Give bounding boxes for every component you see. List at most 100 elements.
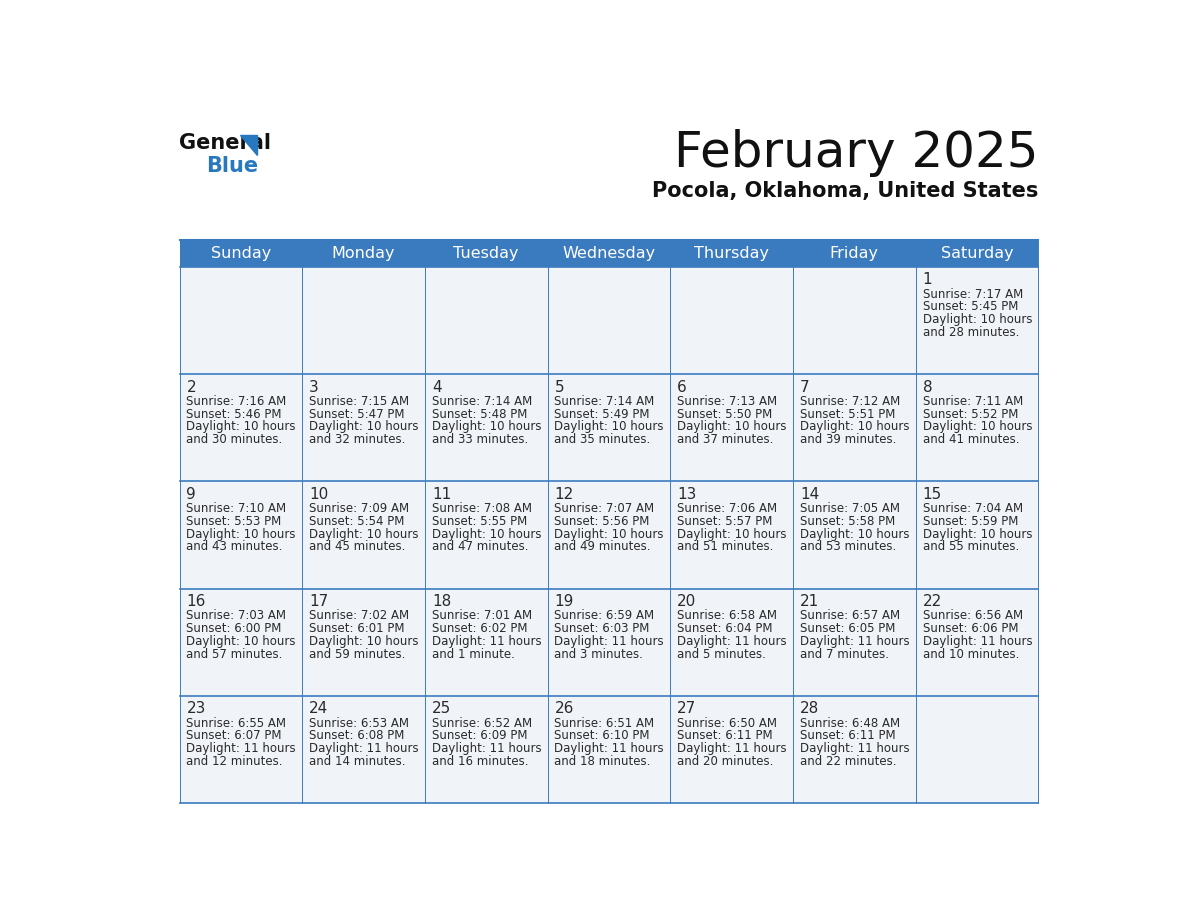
- Text: Sunrise: 7:08 AM: Sunrise: 7:08 AM: [431, 502, 532, 515]
- Text: 3: 3: [309, 379, 318, 395]
- Text: Sunrise: 6:56 AM: Sunrise: 6:56 AM: [923, 610, 1023, 622]
- Text: and 51 minutes.: and 51 minutes.: [677, 541, 773, 554]
- Text: Sunrise: 7:12 AM: Sunrise: 7:12 AM: [800, 395, 901, 408]
- Bar: [425, 588, 548, 696]
- Text: Daylight: 11 hours: Daylight: 11 hours: [555, 742, 664, 756]
- Text: Daylight: 10 hours: Daylight: 10 hours: [431, 528, 542, 541]
- Text: Daylight: 10 hours: Daylight: 10 hours: [309, 420, 418, 433]
- Text: Sunset: 6:01 PM: Sunset: 6:01 PM: [309, 622, 405, 635]
- Text: Sunset: 5:47 PM: Sunset: 5:47 PM: [309, 408, 405, 420]
- Text: and 3 minutes.: and 3 minutes.: [555, 647, 644, 661]
- Text: Daylight: 11 hours: Daylight: 11 hours: [800, 742, 910, 756]
- Text: Daylight: 11 hours: Daylight: 11 hours: [555, 635, 664, 648]
- Text: Sunset: 5:53 PM: Sunset: 5:53 PM: [187, 515, 282, 528]
- Text: Sunrise: 7:05 AM: Sunrise: 7:05 AM: [800, 502, 899, 515]
- Text: Daylight: 11 hours: Daylight: 11 hours: [923, 635, 1032, 648]
- Text: Sunset: 6:09 PM: Sunset: 6:09 PM: [431, 730, 527, 743]
- Text: Sunset: 6:00 PM: Sunset: 6:00 PM: [187, 622, 282, 635]
- Text: and 1 minute.: and 1 minute.: [431, 647, 514, 661]
- Text: 20: 20: [677, 594, 696, 609]
- Text: Daylight: 11 hours: Daylight: 11 hours: [800, 635, 910, 648]
- Text: Sunset: 6:03 PM: Sunset: 6:03 PM: [555, 622, 650, 635]
- Text: 25: 25: [431, 701, 451, 716]
- Text: Sunset: 5:58 PM: Sunset: 5:58 PM: [800, 515, 895, 528]
- Text: Sunrise: 6:55 AM: Sunrise: 6:55 AM: [187, 717, 286, 730]
- Text: 28: 28: [800, 701, 819, 716]
- Text: Saturday: Saturday: [941, 246, 1013, 261]
- Text: Sunrise: 7:01 AM: Sunrise: 7:01 AM: [431, 610, 532, 622]
- Text: and 12 minutes.: and 12 minutes.: [187, 755, 283, 767]
- Text: Sunrise: 7:10 AM: Sunrise: 7:10 AM: [187, 502, 286, 515]
- Text: and 5 minutes.: and 5 minutes.: [677, 647, 766, 661]
- Text: Sunset: 6:04 PM: Sunset: 6:04 PM: [677, 622, 772, 635]
- Text: 16: 16: [187, 594, 206, 609]
- Text: and 18 minutes.: and 18 minutes.: [555, 755, 651, 767]
- Text: Daylight: 10 hours: Daylight: 10 hours: [309, 635, 418, 648]
- Bar: [302, 267, 425, 375]
- Text: and 59 minutes.: and 59 minutes.: [309, 647, 405, 661]
- Text: Sunset: 5:48 PM: Sunset: 5:48 PM: [431, 408, 527, 420]
- Text: and 7 minutes.: and 7 minutes.: [800, 647, 889, 661]
- Bar: [548, 696, 670, 803]
- Bar: [179, 240, 1038, 267]
- Bar: [425, 481, 548, 588]
- Text: 19: 19: [555, 594, 574, 609]
- Text: and 53 minutes.: and 53 minutes.: [800, 541, 896, 554]
- Text: Sunrise: 6:52 AM: Sunrise: 6:52 AM: [431, 717, 532, 730]
- Text: 4: 4: [431, 379, 442, 395]
- Text: and 49 minutes.: and 49 minutes.: [555, 541, 651, 554]
- Text: Daylight: 11 hours: Daylight: 11 hours: [677, 742, 786, 756]
- Bar: [670, 375, 792, 481]
- Text: Sunrise: 7:17 AM: Sunrise: 7:17 AM: [923, 287, 1023, 300]
- Text: 5: 5: [555, 379, 564, 395]
- Bar: [302, 588, 425, 696]
- Text: Sunrise: 7:13 AM: Sunrise: 7:13 AM: [677, 395, 777, 408]
- Text: and 16 minutes.: and 16 minutes.: [431, 755, 529, 767]
- Text: Sunrise: 7:07 AM: Sunrise: 7:07 AM: [555, 502, 655, 515]
- Text: Sunset: 6:07 PM: Sunset: 6:07 PM: [187, 730, 282, 743]
- Text: and 45 minutes.: and 45 minutes.: [309, 541, 405, 554]
- Text: Sunrise: 7:09 AM: Sunrise: 7:09 AM: [309, 502, 410, 515]
- Text: Daylight: 10 hours: Daylight: 10 hours: [923, 313, 1032, 326]
- Text: 1: 1: [923, 273, 933, 287]
- Bar: [670, 696, 792, 803]
- Bar: [302, 481, 425, 588]
- Bar: [670, 481, 792, 588]
- Bar: [792, 696, 916, 803]
- Bar: [792, 588, 916, 696]
- Bar: [425, 375, 548, 481]
- Bar: [916, 481, 1038, 588]
- Text: 23: 23: [187, 701, 206, 716]
- Text: Sunrise: 6:59 AM: Sunrise: 6:59 AM: [555, 610, 655, 622]
- Text: Daylight: 10 hours: Daylight: 10 hours: [309, 528, 418, 541]
- Text: Daylight: 11 hours: Daylight: 11 hours: [431, 635, 542, 648]
- Text: February 2025: February 2025: [674, 129, 1038, 176]
- Text: Sunrise: 7:11 AM: Sunrise: 7:11 AM: [923, 395, 1023, 408]
- Text: Sunrise: 6:48 AM: Sunrise: 6:48 AM: [800, 717, 901, 730]
- Text: Daylight: 10 hours: Daylight: 10 hours: [800, 528, 909, 541]
- Text: 15: 15: [923, 487, 942, 502]
- Text: Daylight: 10 hours: Daylight: 10 hours: [187, 635, 296, 648]
- Text: Daylight: 11 hours: Daylight: 11 hours: [187, 742, 296, 756]
- Bar: [792, 481, 916, 588]
- Bar: [916, 696, 1038, 803]
- Text: Monday: Monday: [331, 246, 396, 261]
- Bar: [548, 481, 670, 588]
- Text: Sunrise: 7:14 AM: Sunrise: 7:14 AM: [555, 395, 655, 408]
- Text: 7: 7: [800, 379, 809, 395]
- Text: Friday: Friday: [829, 246, 879, 261]
- Text: Thursday: Thursday: [694, 246, 769, 261]
- Text: Daylight: 10 hours: Daylight: 10 hours: [555, 420, 664, 433]
- Bar: [792, 375, 916, 481]
- Text: Daylight: 10 hours: Daylight: 10 hours: [923, 420, 1032, 433]
- Text: Sunset: 5:57 PM: Sunset: 5:57 PM: [677, 515, 772, 528]
- Text: 27: 27: [677, 701, 696, 716]
- Text: Daylight: 10 hours: Daylight: 10 hours: [431, 420, 542, 433]
- Text: and 32 minutes.: and 32 minutes.: [309, 433, 405, 446]
- Text: Sunrise: 6:50 AM: Sunrise: 6:50 AM: [677, 717, 777, 730]
- Text: 12: 12: [555, 487, 574, 502]
- Text: and 57 minutes.: and 57 minutes.: [187, 647, 283, 661]
- Text: Sunset: 6:06 PM: Sunset: 6:06 PM: [923, 622, 1018, 635]
- Text: 10: 10: [309, 487, 328, 502]
- Text: Daylight: 11 hours: Daylight: 11 hours: [431, 742, 542, 756]
